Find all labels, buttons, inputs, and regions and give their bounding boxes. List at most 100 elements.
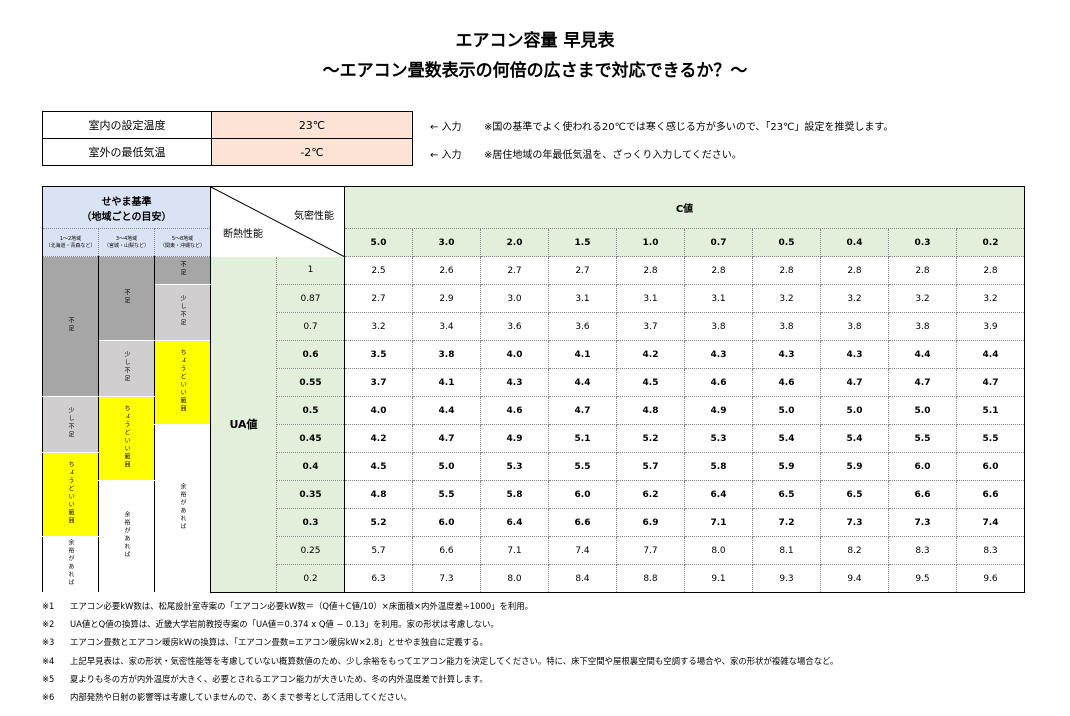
table-row: 余裕があれば 0.35 4.8 5.5 5.8 6.0 6.2 6.4 6.5 6.5 6.6 6.6 [43,480,1025,593]
capacity-cell: 4.9 [684,396,753,425]
table-row: 少し不足 ちょうどいい範囲 0.5 4.0 4.4 4.6 4.7 4.8 4.9 5.0 5.0 5… [42,396,1025,481]
capacity-cell: 6.5 [752,480,821,509]
capacity-cell: 4.7 [820,368,889,397]
level-cell: 不足 [42,256,99,397]
level-label: 余裕があれば [179,483,186,531]
capacity-cell: 5.0 [820,396,889,425]
level-cell: 余裕があれば [42,536,99,593]
indoor-temp-note: ← 入力 ※国の基準でよく使われる20℃では寒く感じる方が多いので、「23℃」設定… [430,118,893,133]
capacity-cell: 5.7 [344,536,413,565]
capacity-cell: 2.8 [684,256,753,285]
level-cell: 少し不足 [98,340,155,397]
level-label: ちょうどいい範囲 [67,461,74,525]
level-label: 不足 [67,317,74,333]
capacity-cell: 4.6 [752,368,821,397]
indoor-temp-input[interactable]: 23℃ [211,111,413,139]
capacity-cell: 7.1 [480,536,549,565]
capacity-cell: 2.8 [616,256,685,285]
capacity-cell: 4.5 [616,368,685,397]
capacity-cell: 8.8 [616,564,685,593]
ua-value-row-header: 0.3 [276,508,345,537]
footnote: ※3 エアコン畳数とエアコン暖房kWの換算は、「エアコン畳数=エアコン暖房kW×2… [42,637,488,648]
level-cell: 余裕があれば [154,424,211,593]
ua-value-row-header: 0.25 [276,536,345,565]
capacity-cell: 2.7 [480,256,549,285]
table-row: 余裕があれば 0.25 5.7 6.6 7.1 7.4 7.7 8.0 8.1 8.2 8.3 8.3 [42,536,1025,593]
outdoor-temp-input[interactable]: -2℃ [211,138,413,166]
capacity-cell: 5.8 [684,452,753,481]
level-label: 少し不足 [67,407,74,439]
table-row: 0.2 6.3 7.3 8.0 8.4 8.8 9.1 9.3 9.4 9.5 9.6 [43,564,1025,593]
outdoor-temp-label: 室外の最低気温 [42,138,212,166]
capacity-cell: 6.0 [412,508,481,537]
level-label: 余裕があれば [123,511,130,559]
capacity-cell: 6.6 [956,480,1025,509]
table-row: 不足 不足 不足 UA値 1 2.5 2.6 2.7 2.7 2.8 2.8 2.8 2.8 2.8 2.8 [42,256,1025,593]
ua-value-row-header: 0.35 [276,480,345,509]
capacity-cell: 4.7 [548,396,617,425]
capacity-cell: 6.4 [684,480,753,509]
capacity-cell: 2.8 [888,256,957,285]
capacity-cell: 4.2 [344,424,413,453]
capacity-cell: 4.9 [480,424,549,453]
footnotes: ※1 エアコン必要kW数は、松尾設計室寺案の「エアコン必要kW数＝（Q値＋C値/1… [42,597,838,706]
level-cell: 不足 [98,256,155,341]
capacity-cell: 2.5 [344,256,413,285]
level-label: 不足 [123,289,130,305]
capacity-cell: 3.7 [616,312,685,341]
capacity-cell: 6.0 [956,452,1025,481]
capacity-cell: 2.6 [412,256,481,285]
capacity-cell: 6.3 [344,564,413,593]
capacity-cell: 3.8 [684,312,753,341]
page-title: エアコン容量 早見表 [455,31,615,51]
footnote: ※1 エアコン必要kW数は、松尾設計室寺案の「エアコン必要kW数＝（Q値＋C値/1… [42,601,534,611]
capacity-cell: 5.1 [956,396,1025,425]
capacity-cell: 8.2 [820,536,889,565]
table-row: 0.7 3.2 3.4 3.6 3.6 3.7 3.8 3.8 3.8 3.8 3.9 [43,312,1025,341]
capacity-cell: 8.0 [480,564,549,593]
seyama-header: せやま基準 （地域ごとの目安） [42,186,211,229]
capacity-cell: 4.3 [820,340,889,369]
airtight-label: 気密性能 [294,211,334,222]
c-value-col: 0.7 [684,228,753,257]
footnote: ※5 夏よりも冬の方が内外温度が大きく、必要とされるエアコン能力が大きいため、冬の… [42,673,488,684]
capacity-cell: 4.3 [752,340,821,369]
capacity-cell: 5.0 [752,396,821,425]
footnote: ※6 内部発熱や日射の影響等は考慮していませんので、あくまで参考として活用してくだ… [42,692,412,703]
capacity-cell: 3.9 [956,312,1025,341]
capacity-cell: 5.9 [752,452,821,481]
note-text: ※国の基準でよく使われる20℃では寒く感じる方が多いので、「23℃」設定を推奨し… [484,122,894,133]
capacity-cell: 5.9 [820,452,889,481]
level-cell: 余裕があれば [98,480,155,593]
capacity-cell: 5.4 [752,424,821,453]
capacity-cell: 7.3 [888,508,957,537]
capacity-cell: 2.8 [956,256,1025,285]
capacity-cell: 4.4 [888,340,957,369]
diagonal-divider [211,187,345,257]
capacity-cell: 4.3 [480,368,549,397]
ua-value-row-header: 0.45 [276,424,345,453]
c-value-col: 0.4 [820,228,889,257]
capacity-cell: 7.3 [412,564,481,593]
capacity-cell: 7.2 [752,508,821,537]
capacity-cell: 3.7 [344,368,413,397]
capacity-cell: 6.5 [820,480,889,509]
capacity-cell: 4.7 [956,368,1025,397]
capacity-cell: 2.7 [548,256,617,285]
ua-value-row-header: 1 [276,256,345,285]
insulation-label: 断熱性能 [223,229,263,240]
capacity-cell: 3.8 [888,312,957,341]
capacity-cell: 3.8 [752,312,821,341]
capacity-cell: 4.3 [684,340,753,369]
indoor-temp-label: 室内の設定温度 [42,111,212,139]
capacity-cell: 8.1 [752,536,821,565]
table-row: ちょうどいい範囲 0.4 4.5 5.0 5.3 5.5 5.7 5.8 5.9 5.9 6.0 6.… [42,452,1025,537]
capacity-cell: 9.1 [684,564,753,593]
ua-value-row-header: 0.4 [276,452,345,481]
capacity-cell: 4.4 [412,396,481,425]
capacity-cell: 5.8 [480,480,549,509]
capacity-cell: 3.6 [480,312,549,341]
c-value-col: 0.3 [888,228,957,257]
capacity-cell: 9.6 [956,564,1025,593]
capacity-cell: 3.1 [548,284,617,313]
